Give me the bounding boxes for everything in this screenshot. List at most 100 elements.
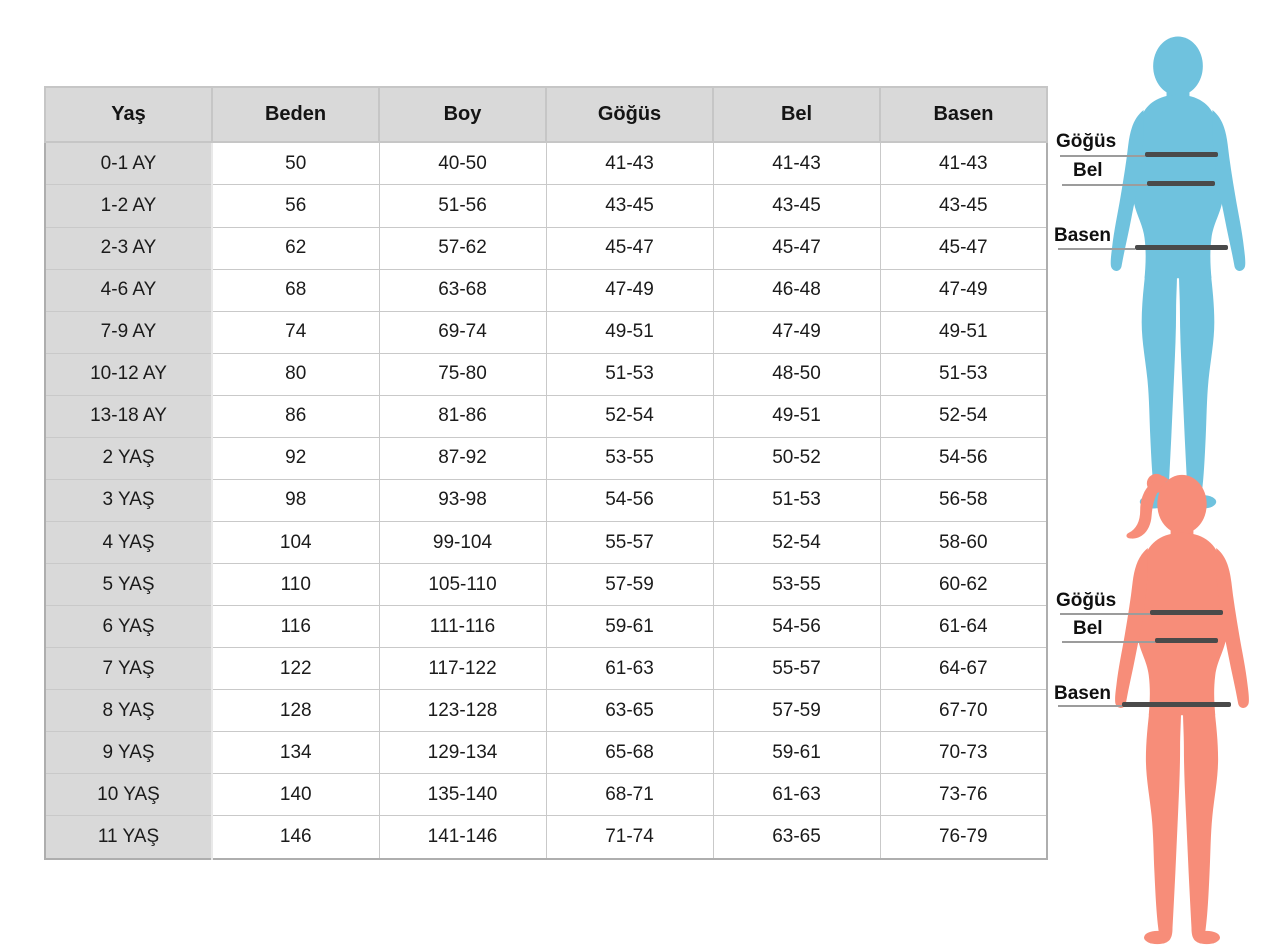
data-cell: 67-70 — [879, 689, 1048, 733]
blue-child-silhouette — [1110, 36, 1246, 509]
data-cell: 48-50 — [712, 352, 881, 396]
data-cell: 47-49 — [712, 310, 881, 354]
data-cell: 98 — [211, 478, 380, 522]
data-cell: 62 — [211, 226, 380, 270]
table-row: 2 YAŞ 92 87-92 53-55 50-52 54-56 — [44, 436, 1048, 480]
data-cell: 41-43 — [712, 141, 881, 186]
row-age-cell: 0-1 AY — [44, 141, 213, 186]
row-age-cell: 4 YAŞ — [44, 520, 213, 565]
data-cell: 75-80 — [378, 352, 547, 396]
data-cell: 54-56 — [712, 605, 881, 649]
measurement-leader-line — [1058, 705, 1122, 707]
data-cell: 93-98 — [378, 478, 547, 522]
table-row: 13-18 AY 86 81-86 52-54 49-51 52-54 — [44, 394, 1048, 438]
size-table-body: 0-1 AY 50 40-50 41-43 41-43 41-43 1-2 AY 56 51-5… — [44, 141, 1048, 860]
column-header-height: Boy — [378, 86, 547, 143]
data-cell: 63-68 — [378, 268, 547, 312]
data-cell: 49-51 — [545, 310, 714, 354]
data-cell: 51-53 — [879, 352, 1048, 396]
table-row: 11 YAŞ 146 141-146 71-74 63-65 76-79 — [44, 815, 1048, 860]
data-cell: 111-116 — [378, 605, 547, 649]
data-cell: 70-73 — [879, 731, 1048, 775]
data-cell: 51-56 — [378, 184, 547, 228]
data-cell: 53-55 — [712, 563, 881, 607]
measurement-line-waist — [1147, 181, 1215, 186]
pink-girl-silhouette — [1115, 473, 1249, 945]
figure-right-foot — [1193, 930, 1220, 945]
data-cell: 129-134 — [378, 731, 547, 775]
data-cell: 54-56 — [545, 478, 714, 522]
figure-right-leg — [1182, 707, 1219, 942]
table-row: 7 YAŞ 122 117-122 61-63 55-57 64-67 — [44, 647, 1048, 691]
measurement-leader-line — [1062, 184, 1147, 186]
data-cell: 117-122 — [378, 647, 547, 691]
measurement-line-hips — [1135, 245, 1228, 250]
data-cell: 76-79 — [879, 815, 1048, 860]
measurement-line-hips — [1122, 702, 1231, 707]
table-row: 7-9 AY 74 69-74 49-51 47-49 49-51 — [44, 310, 1048, 354]
data-cell: 49-51 — [879, 310, 1048, 354]
measurement-label-waist: Bel — [1073, 618, 1103, 639]
column-header-waist: Bel — [712, 86, 881, 143]
data-cell: 135-140 — [378, 773, 547, 817]
data-cell: 40-50 — [378, 141, 547, 186]
row-age-cell: 9 YAŞ — [44, 731, 213, 775]
data-cell: 60-62 — [879, 563, 1048, 607]
size-table: Yaş Beden Boy Göğüs Bel Basen 0-1 AY 50 40… — [44, 86, 1048, 860]
data-cell: 128 — [211, 689, 380, 733]
figure-head — [1153, 36, 1203, 96]
row-age-cell: 6 YAŞ — [44, 605, 213, 649]
figure-left-arm — [1110, 110, 1144, 271]
table-row: 2-3 AY 62 57-62 45-47 45-47 45-47 — [44, 226, 1048, 270]
data-cell: 52-54 — [545, 394, 714, 438]
figure-left-leg — [1145, 707, 1182, 942]
data-cell: 47-49 — [545, 268, 714, 312]
data-cell: 50 — [211, 141, 380, 186]
data-cell: 56 — [211, 184, 380, 228]
data-cell: 46-48 — [712, 268, 881, 312]
row-age-cell: 11 YAŞ — [44, 815, 213, 860]
data-cell: 140 — [211, 773, 380, 817]
data-cell: 61-64 — [879, 605, 1048, 649]
row-age-cell: 2-3 AY — [44, 226, 213, 270]
column-header-size: Beden — [211, 86, 380, 143]
measurement-label-waist: Bel — [1073, 160, 1103, 181]
data-cell: 141-146 — [378, 815, 547, 860]
data-cell: 59-61 — [712, 731, 881, 775]
data-cell: 41-43 — [545, 141, 714, 186]
table-row: 6 YAŞ 116 111-116 59-61 54-56 61-64 — [44, 605, 1048, 649]
figure-ponytail — [1126, 475, 1169, 539]
row-age-cell: 13-18 AY — [44, 394, 213, 438]
measurement-line-chest — [1150, 610, 1223, 615]
data-cell: 45-47 — [545, 226, 714, 270]
data-cell: 43-45 — [712, 184, 881, 228]
data-cell: 51-53 — [712, 478, 881, 522]
measurement-leader-line — [1060, 613, 1150, 615]
figure-left-arm — [1115, 548, 1148, 708]
data-cell: 146 — [211, 815, 380, 860]
data-cell: 45-47 — [712, 226, 881, 270]
data-cell: 68 — [211, 268, 380, 312]
figure-head — [1157, 474, 1207, 534]
data-cell: 116 — [211, 605, 380, 649]
column-header-hips: Basen — [879, 86, 1048, 143]
size-table-header: Yaş Beden Boy Göğüs Bel Basen — [44, 86, 1048, 143]
figure-left-foot — [1144, 930, 1171, 945]
data-cell: 57-62 — [378, 226, 547, 270]
data-cell: 57-59 — [545, 563, 714, 607]
row-age-cell: 7 YAŞ — [44, 647, 213, 691]
measurement-line-chest — [1145, 152, 1218, 157]
table-row: 8 YAŞ 128 123-128 63-65 57-59 67-70 — [44, 689, 1048, 733]
table-row: 10-12 AY 80 75-80 51-53 48-50 51-53 — [44, 352, 1048, 396]
row-age-cell: 2 YAŞ — [44, 436, 213, 480]
measurement-leader-line — [1062, 641, 1155, 643]
data-cell: 55-57 — [712, 647, 881, 691]
data-cell: 86 — [211, 394, 380, 438]
figure-left-leg — [1141, 270, 1178, 506]
figure-torso — [1132, 94, 1224, 279]
data-cell: 58-60 — [879, 520, 1048, 565]
data-cell: 104 — [211, 520, 380, 565]
table-row: 9 YAŞ 134 129-134 65-68 59-61 70-73 — [44, 731, 1048, 775]
table-row: 4 YAŞ 104 99-104 55-57 52-54 58-60 — [44, 520, 1048, 565]
